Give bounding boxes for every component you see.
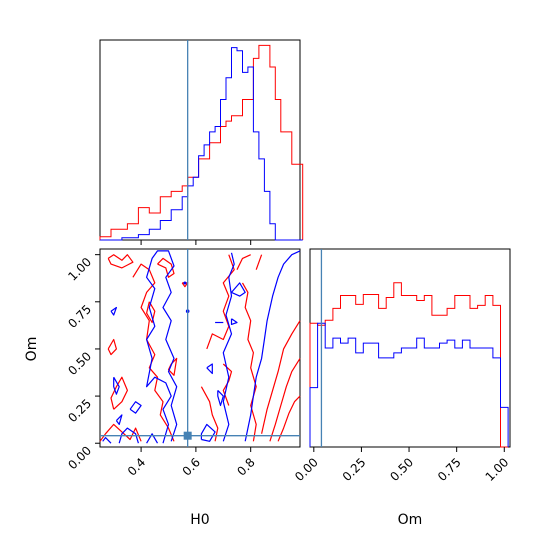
om-hist-tick-label: 0.50 bbox=[387, 455, 416, 484]
panel-h0-hist-frame bbox=[99, 39, 301, 241]
panel-om-hist: 0.00 0.25 0.50 0.75 1.00 Om bbox=[292, 248, 511, 528]
contour-red-14 bbox=[255, 254, 263, 270]
contour-red-3 bbox=[107, 338, 118, 356]
contour-red-16 bbox=[269, 358, 301, 442]
contour-red-13 bbox=[241, 282, 257, 442]
contour-blue-29 bbox=[222, 252, 235, 442]
om-hist-blue bbox=[309, 322, 509, 447]
contour-blue-31 bbox=[231, 282, 246, 297]
xlabel-om: Om bbox=[398, 512, 423, 528]
ylabel-om: Om bbox=[24, 337, 40, 362]
contour-red-0 bbox=[107, 254, 134, 269]
contour-blue-25 bbox=[110, 306, 118, 316]
contour-blue-32 bbox=[230, 318, 238, 325]
contour-blue-27 bbox=[206, 363, 213, 375]
om-hist-xticks: 0.00 0.25 0.50 0.75 1.00 bbox=[292, 447, 511, 484]
panel-h0-hist bbox=[99, 39, 304, 245]
contour-blue-20 bbox=[146, 433, 159, 444]
h0-hist-series bbox=[99, 44, 304, 241]
contour-red-12 bbox=[236, 254, 251, 270]
om-tick-label: 0.50 bbox=[65, 349, 94, 378]
contour-blue-24 bbox=[113, 376, 120, 395]
panel-2d-xticks: 0.4 0.6 0.8 bbox=[125, 447, 258, 479]
h0-hist-blue bbox=[100, 47, 303, 241]
om-tick-label: 0.00 bbox=[65, 443, 94, 472]
contour-blue-26 bbox=[200, 423, 216, 442]
xlabel-h0: H0 bbox=[190, 512, 209, 528]
contour-red-5 bbox=[146, 301, 156, 324]
contour-red-6 bbox=[157, 257, 175, 278]
panel-2d-contours bbox=[99, 250, 301, 444]
truth-marker bbox=[183, 431, 192, 440]
h0-tick-label: 0.4 bbox=[125, 455, 148, 478]
blue-point bbox=[183, 281, 187, 285]
contour-blue-19 bbox=[118, 427, 139, 444]
contour-red-4 bbox=[132, 263, 175, 442]
panel-2d-frame bbox=[99, 248, 301, 448]
h0-hist-red bbox=[99, 44, 304, 240]
contour-blue-21 bbox=[146, 250, 178, 444]
contour-red-10 bbox=[200, 386, 219, 442]
om-tick-label: 0.75 bbox=[65, 302, 94, 331]
om-tick-label: 0.25 bbox=[65, 396, 94, 425]
contour-blue-30 bbox=[244, 250, 301, 442]
contour-red-17 bbox=[277, 395, 301, 442]
om-hist-tick-label: 0.75 bbox=[435, 455, 464, 484]
om-hist-tick-label: 0.25 bbox=[340, 455, 369, 484]
panel-2d-yticks: 0.00 0.25 0.50 0.75 1.00 bbox=[65, 254, 100, 472]
contour-blue-18 bbox=[102, 437, 112, 444]
contour-blue-28 bbox=[217, 389, 224, 407]
contour-blue-22 bbox=[129, 401, 142, 414]
h0-tick-label: 0.8 bbox=[234, 455, 257, 478]
contour-blue-23 bbox=[115, 414, 123, 425]
panel-2d: 0.4 0.6 0.8 0.00 0.25 0.50 0.75 1.00 H0 Om bbox=[24, 248, 301, 528]
om-hist-series bbox=[309, 282, 509, 448]
om-tick-label: 1.00 bbox=[65, 255, 94, 284]
h0-hist-ticks bbox=[140, 240, 252, 245]
contour-red-2 bbox=[99, 423, 142, 442]
om-hist-tick-label: 1.00 bbox=[483, 455, 512, 484]
h0-tick-label: 0.6 bbox=[180, 455, 203, 478]
contour-red-7 bbox=[167, 357, 178, 376]
om-hist-tick-label: 0.00 bbox=[292, 455, 321, 484]
contour-red-1 bbox=[110, 376, 129, 410]
contour-red-15 bbox=[261, 320, 301, 434]
om-hist-red bbox=[309, 282, 509, 448]
